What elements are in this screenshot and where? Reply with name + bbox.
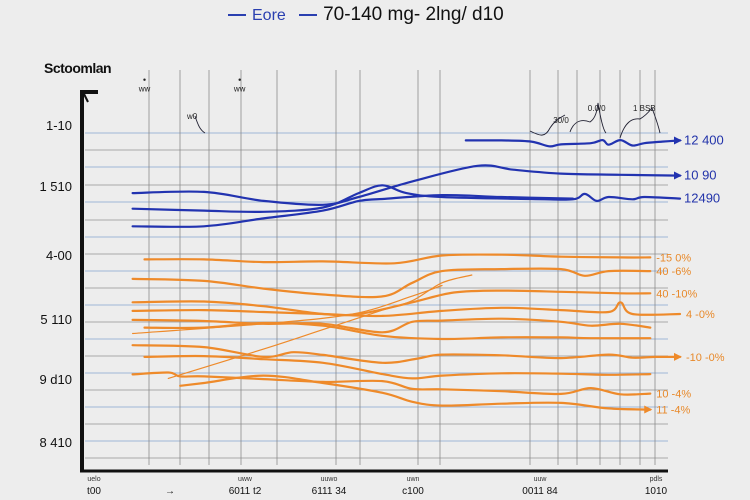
- annotation-label: 1 BSB: [633, 104, 656, 113]
- y-tick-label: 1-10: [46, 118, 72, 133]
- axes: [80, 90, 668, 473]
- x-ticks: uelo t00 → uww 6011 t2 uuwo 6111 34 uwn …: [87, 476, 668, 497]
- series--10-0-: -10 -0%: [131, 344, 725, 364]
- x-tick-label: 6011 t2: [229, 486, 262, 497]
- series-end-label: 12 400: [684, 132, 724, 147]
- y-axis-cap-tick: [83, 93, 89, 103]
- annotation-label: 30/0: [553, 116, 569, 125]
- series-end-label: 40 -10%: [656, 288, 697, 300]
- series-line: [143, 253, 652, 265]
- chart-legend: Eore 70-140 mg- 2lng/ d10: [228, 4, 504, 26]
- series-line: [167, 274, 473, 379]
- series-end-label: 10 -4%: [656, 389, 691, 401]
- series-line: [131, 317, 652, 334]
- legend-swatch-2: [299, 13, 318, 16]
- series-end-label: 4 -0%: [686, 309, 715, 321]
- series-4-0-: 4 -0%: [131, 301, 715, 321]
- series-line: [131, 344, 682, 364]
- y-tick-label: 9 d10: [39, 372, 72, 387]
- y-tick-label: 4-00: [46, 248, 72, 263]
- series-line: [179, 374, 652, 411]
- annotation-connector: [529, 114, 566, 136]
- series-line: [143, 321, 652, 341]
- series-end-label: -15 0%: [656, 252, 691, 264]
- annotation-label: ww: [233, 85, 246, 94]
- series-end-label: 11 -4%: [656, 405, 690, 417]
- series-10-90: 10 90: [131, 164, 717, 206]
- series-11-4-: 11 -4%: [179, 374, 691, 417]
- x-tick-label: t00: [87, 486, 101, 497]
- series--15-0-: -15 0%: [143, 252, 691, 265]
- annotation-marker: [238, 78, 241, 81]
- x-tick-arrow: →: [165, 486, 175, 497]
- x-tick-sublabel: pdls: [650, 476, 663, 483]
- x-tick-sublabel: uuw: [534, 476, 548, 483]
- annotation-label: w0: [186, 112, 198, 121]
- annotation-connector: [569, 102, 607, 134]
- series-line: [132, 284, 443, 335]
- series-line: [131, 184, 682, 214]
- series-end-label: 12490: [684, 191, 720, 206]
- legend-swatch-1: [228, 13, 246, 16]
- series-line: [464, 138, 682, 148]
- y-axis-title: Sctoomlan: [44, 60, 112, 76]
- series-line: [131, 193, 574, 228]
- series-end-label: 40 -6%: [656, 266, 691, 278]
- x-tick-label: 1010: [645, 486, 668, 497]
- y-tick-label: 5 110: [40, 312, 72, 327]
- annotation-connector: [194, 115, 206, 134]
- series-10-4-: 10 -4%: [131, 371, 691, 401]
- series-line: [131, 289, 652, 317]
- x-tick-label: 0011 84: [522, 486, 558, 497]
- annotation-marker: [143, 78, 146, 81]
- legend-label-2: 70-140 mg- 2lng/ d10: [323, 4, 504, 25]
- series-orange-6: [143, 321, 652, 341]
- series-line: [131, 164, 682, 206]
- y-ticks: 1-10 1 510 4-00 5 110 9 d10 8 410: [39, 118, 72, 450]
- annotation-label: ww: [138, 85, 151, 94]
- series-line: [131, 267, 652, 299]
- series-line: [143, 354, 652, 380]
- arrow-head-icon: [644, 405, 653, 414]
- vertical-gridlines: [148, 70, 656, 465]
- legend-label-1: Eore: [252, 7, 286, 24]
- x-tick-sublabel: uuwo: [321, 476, 338, 483]
- series-line: [131, 371, 652, 396]
- x-tick-sublabel: uwn: [407, 476, 420, 483]
- series-orange-diag-1: [167, 274, 473, 379]
- arrow-head-icon: [674, 352, 682, 361]
- series-layer: 12 400 10 90 12490 -15 0% 40 -6% 40 -10% 4 -0%…: [131, 132, 725, 417]
- series-12-400: 12 400: [464, 132, 724, 148]
- y-tick-label: 1 510: [39, 179, 72, 194]
- y-tick-label: 8 410: [39, 435, 72, 450]
- series-orange-diag-2: [132, 284, 443, 335]
- series-line: [131, 301, 682, 318]
- annotation-connector: [619, 107, 661, 139]
- series-end-label: 10 90: [684, 168, 717, 183]
- x-tick-label: 6111 34: [312, 486, 347, 497]
- series-end-label: -10 -0%: [686, 352, 725, 364]
- series-12490: 12490: [131, 184, 720, 214]
- series-40-10-: 40 -10%: [131, 288, 697, 317]
- x-tick-label: c100: [402, 486, 424, 497]
- series-orange-5: [131, 317, 652, 334]
- arrow-head-icon: [674, 136, 682, 145]
- x-tick-sublabel: uww: [238, 476, 253, 483]
- arrow-head-icon: [674, 171, 682, 180]
- series-orange-8: [143, 354, 652, 380]
- horizontal-gridlines: [85, 132, 668, 459]
- series-blue-4: [131, 193, 574, 228]
- series-40-6-: 40 -6%: [131, 266, 691, 299]
- x-tick-sublabel: uelo: [87, 476, 100, 483]
